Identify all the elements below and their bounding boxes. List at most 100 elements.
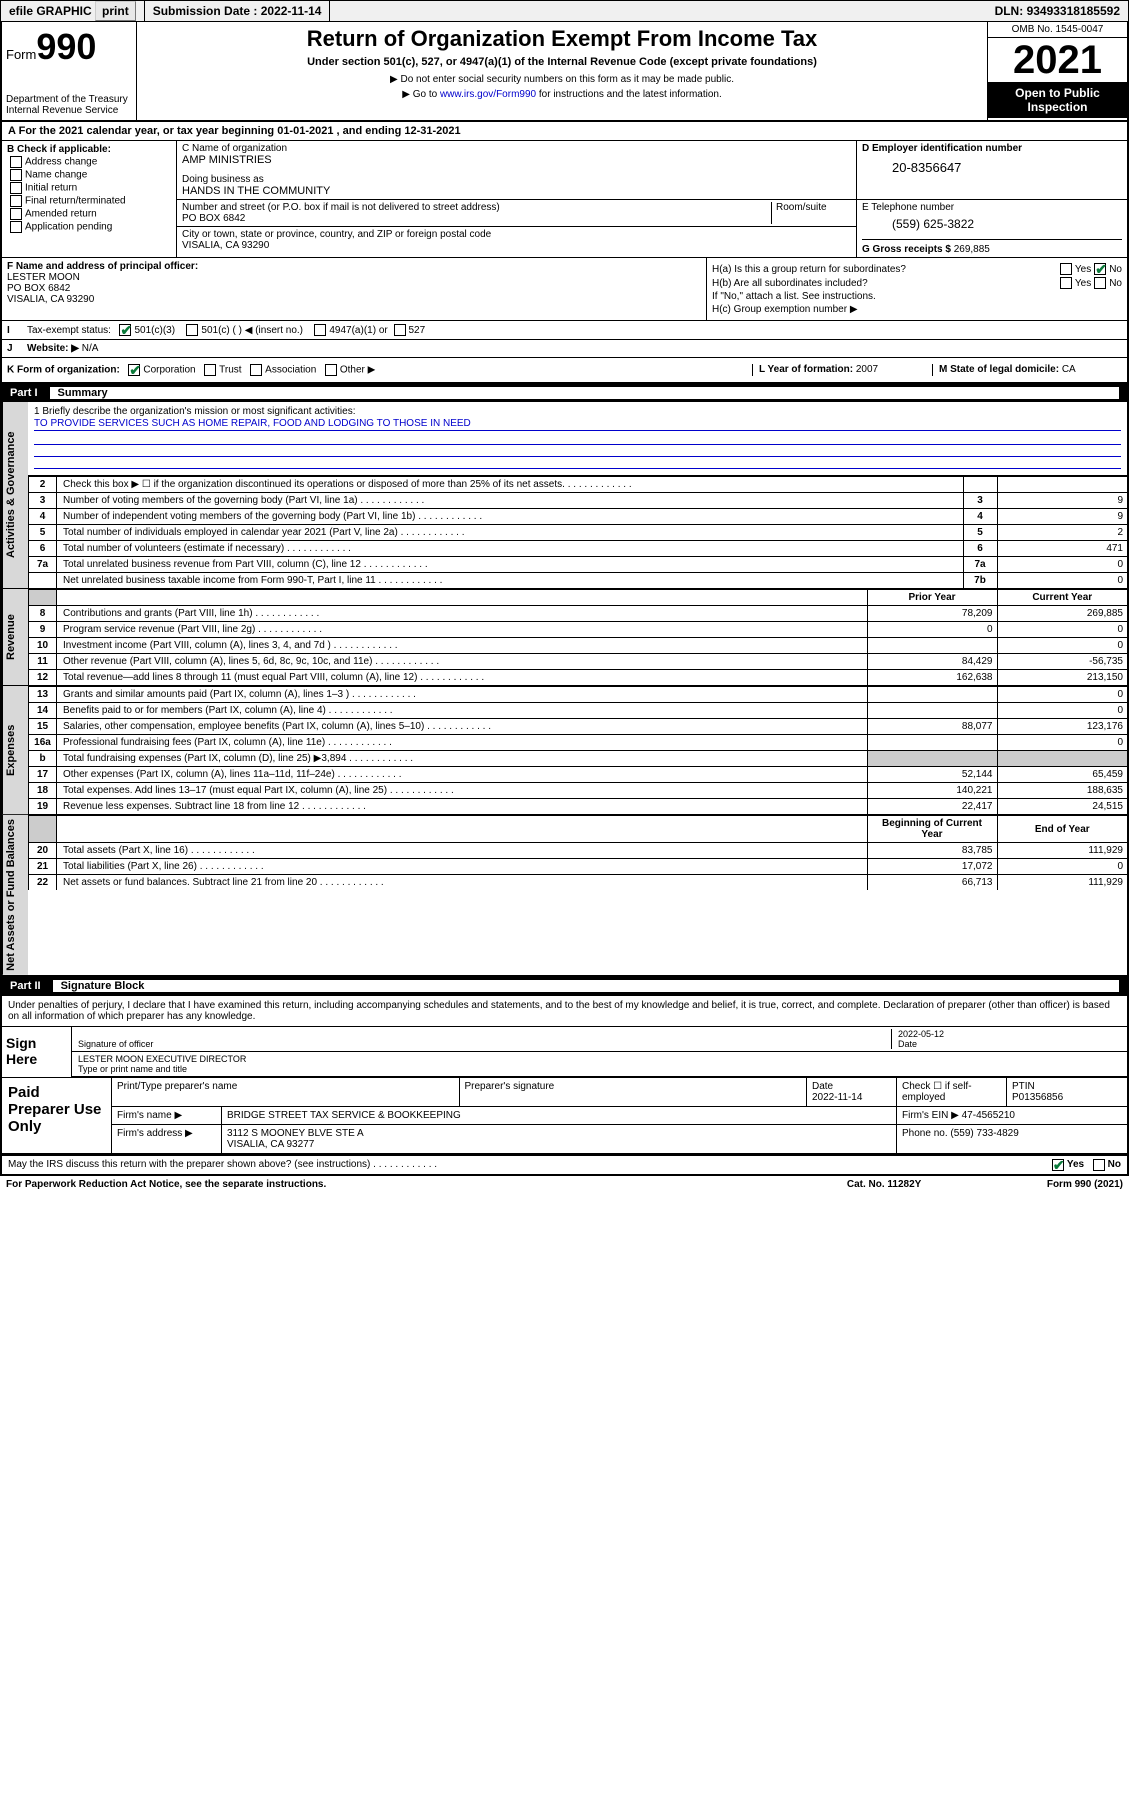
section-revenue: Revenue Prior YearCurrent Year8Contribut… [0, 588, 1129, 685]
col-c: C Name of organization AMP MINISTRIES Do… [177, 141, 1127, 257]
firm-ein: Firm's EIN ▶ 47-4565210 [897, 1107, 1127, 1124]
row-klm: K Form of organization: Corporation Trus… [0, 358, 1129, 384]
ha-label: H(a) Is this a group return for subordin… [712, 264, 1057, 275]
discuss-yes[interactable] [1052, 1159, 1064, 1171]
blank-line [34, 435, 1121, 445]
chk-assoc[interactable] [250, 364, 262, 376]
chk-trust[interactable] [204, 364, 216, 376]
table-row: 8Contributions and grants (Part VIII, li… [29, 606, 1128, 622]
blank-line [34, 459, 1121, 469]
form-subtitle: Under section 501(c), 527, or 4947(a)(1)… [145, 56, 979, 68]
top-bar: efile GRAPHIC print Submission Date : 20… [0, 0, 1129, 22]
officer-name: LESTER MOON [7, 272, 80, 283]
e-label: E Telephone number [862, 202, 1122, 213]
table-row: 18Total expenses. Add lines 13–17 (must … [29, 783, 1128, 799]
officer-addr2: VISALIA, CA 93290 [7, 294, 94, 305]
table-row: 7aTotal unrelated business revenue from … [29, 557, 1128, 573]
table-row: 13Grants and similar amounts paid (Part … [29, 687, 1128, 703]
org-name-block: C Name of organization AMP MINISTRIES Do… [177, 141, 857, 200]
org-name: AMP MINISTRIES [182, 154, 851, 166]
tax-year: 2021 [988, 38, 1127, 82]
hb-no[interactable] [1094, 277, 1106, 289]
chk-final-return[interactable]: Final return/terminated [7, 195, 171, 207]
sig-officer-label: Signature of officer [78, 1039, 153, 1049]
discuss-no[interactable] [1093, 1159, 1105, 1171]
print-button[interactable]: print [95, 1, 136, 21]
street-address: PO BOX 6842 [182, 213, 771, 224]
open-to-public: Open to Public Inspection [988, 82, 1127, 118]
prep-name-label: Print/Type preparer's name [112, 1078, 460, 1106]
chk-address-change[interactable]: Address change [7, 156, 171, 168]
section-expenses: Expenses 13Grants and similar amounts pa… [0, 685, 1129, 814]
table-row: 12Total revenue—add lines 8 through 11 (… [29, 670, 1128, 686]
chk-initial-return[interactable]: Initial return [7, 182, 171, 194]
table-row: 20Total assets (Part X, line 16)83,78511… [29, 843, 1128, 859]
table-head: Prior YearCurrent Year [29, 590, 1128, 606]
prep-header-line: Print/Type preparer's name Preparer's si… [112, 1078, 1127, 1107]
col-b: B Check if applicable: Address change Na… [2, 141, 177, 257]
sign-here-label: Sign Here [2, 1027, 72, 1077]
form-header: Form990 Department of the Treasury Inter… [0, 22, 1129, 122]
phone: (559) 625-3822 [862, 213, 1122, 235]
col-d: D Employer identification number 20-8356… [857, 141, 1127, 200]
section-governance: Activities & Governance 1 Briefly descri… [0, 402, 1129, 588]
hb2-label: If "No," attach a list. See instructions… [712, 291, 1122, 302]
type-name-label: Type or print name and title [78, 1064, 187, 1074]
table-row: bTotal fundraising expenses (Part IX, co… [29, 751, 1128, 767]
block-b-to-g: B Check if applicable: Address change Na… [0, 141, 1129, 258]
table-row: 15Salaries, other compensation, employee… [29, 719, 1128, 735]
ha-yes[interactable] [1060, 263, 1072, 275]
chk-501c[interactable] [186, 324, 198, 336]
firm-phone: Phone no. (559) 733-4829 [897, 1125, 1127, 1153]
chk-527[interactable] [394, 324, 406, 336]
table-row: 2Check this box ▶ ☐ if the organization … [29, 477, 1128, 493]
table-row: 21Total liabilities (Part X, line 26)17,… [29, 859, 1128, 875]
preparer-row: Paid Preparer Use Only Print/Type prepar… [2, 1077, 1127, 1153]
expenses-table: 13Grants and similar amounts paid (Part … [28, 686, 1127, 814]
net-assets-table: Beginning of Current YearEnd of Year20To… [28, 815, 1127, 890]
table-row: 9Program service revenue (Part VIII, lin… [29, 622, 1128, 638]
col-e-g: E Telephone number (559) 625-3822 G Gros… [857, 200, 1127, 257]
table-row: 10Investment income (Part VIII, column (… [29, 638, 1128, 654]
header-left: Form990 Department of the Treasury Inter… [2, 22, 137, 120]
chk-name-change[interactable]: Name change [7, 169, 171, 181]
irs-label: Internal Revenue Service [6, 105, 132, 116]
address-block: Number and street (or P.O. box if mail i… [177, 200, 857, 257]
firm-name-line: Firm's name ▶ BRIDGE STREET TAX SERVICE … [112, 1107, 1127, 1125]
irs-link[interactable]: www.irs.gov/Form990 [440, 89, 536, 100]
dept-label: Department of the Treasury [6, 94, 132, 105]
table-row: 3Number of voting members of the governi… [29, 493, 1128, 509]
form-ref: Form 990 (2021) [1047, 1179, 1123, 1190]
header-right: OMB No. 1545-0047 2021 Open to Public In… [987, 22, 1127, 120]
section-net-assets: Net Assets or Fund Balances Beginning of… [0, 814, 1129, 977]
table-row: 14Benefits paid to or for members (Part … [29, 703, 1128, 719]
firm-addr-label: Firm's address ▶ [112, 1125, 222, 1153]
perjury-declaration: Under penalties of perjury, I declare th… [2, 996, 1127, 1026]
chk-other[interactable] [325, 364, 337, 376]
chk-corp[interactable] [128, 364, 140, 376]
hb-label: H(b) Are all subordinates included? [712, 278, 1057, 289]
chk-4947[interactable] [314, 324, 326, 336]
prep-date: Date2022-11-14 [807, 1078, 897, 1106]
hc-label: H(c) Group exemption number ▶ [712, 304, 1122, 315]
col-l: L Year of formation: 2007 [752, 364, 932, 376]
chk-501c3[interactable] [119, 324, 131, 336]
dba-name: HANDS IN THE COMMUNITY [182, 185, 851, 197]
ha-no[interactable] [1094, 263, 1106, 275]
submission-date: Submission Date : 2022-11-14 [145, 1, 331, 21]
goto-link-line: ▶ Go to www.irs.gov/Form990 for instruct… [145, 89, 979, 100]
table-row: 11Other revenue (Part VIII, column (A), … [29, 654, 1128, 670]
table-row: 4Number of independent voting members of… [29, 509, 1128, 525]
chk-app-pending[interactable]: Application pending [7, 221, 171, 233]
governance-table: 2Check this box ▶ ☐ if the organization … [28, 476, 1127, 588]
hb-yes[interactable] [1060, 277, 1072, 289]
prep-self-emp[interactable]: Check ☐ if self-employed [897, 1078, 1007, 1106]
city-label: City or town, state or province, country… [182, 229, 851, 240]
part2-header: Part II Signature Block [0, 977, 1129, 995]
col-m: M State of legal domicile: CA [932, 364, 1122, 376]
omb-number: OMB No. 1545-0047 [988, 22, 1127, 38]
discuss-row: May the IRS discuss this return with the… [0, 1155, 1129, 1176]
chk-amended[interactable]: Amended return [7, 208, 171, 220]
table-row: 5Total number of individuals employed in… [29, 525, 1128, 541]
tab-net-assets: Net Assets or Fund Balances [2, 815, 28, 975]
